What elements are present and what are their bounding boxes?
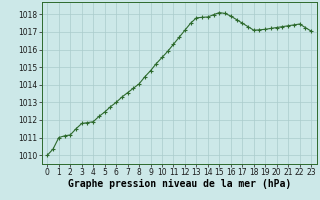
- X-axis label: Graphe pression niveau de la mer (hPa): Graphe pression niveau de la mer (hPa): [68, 179, 291, 189]
